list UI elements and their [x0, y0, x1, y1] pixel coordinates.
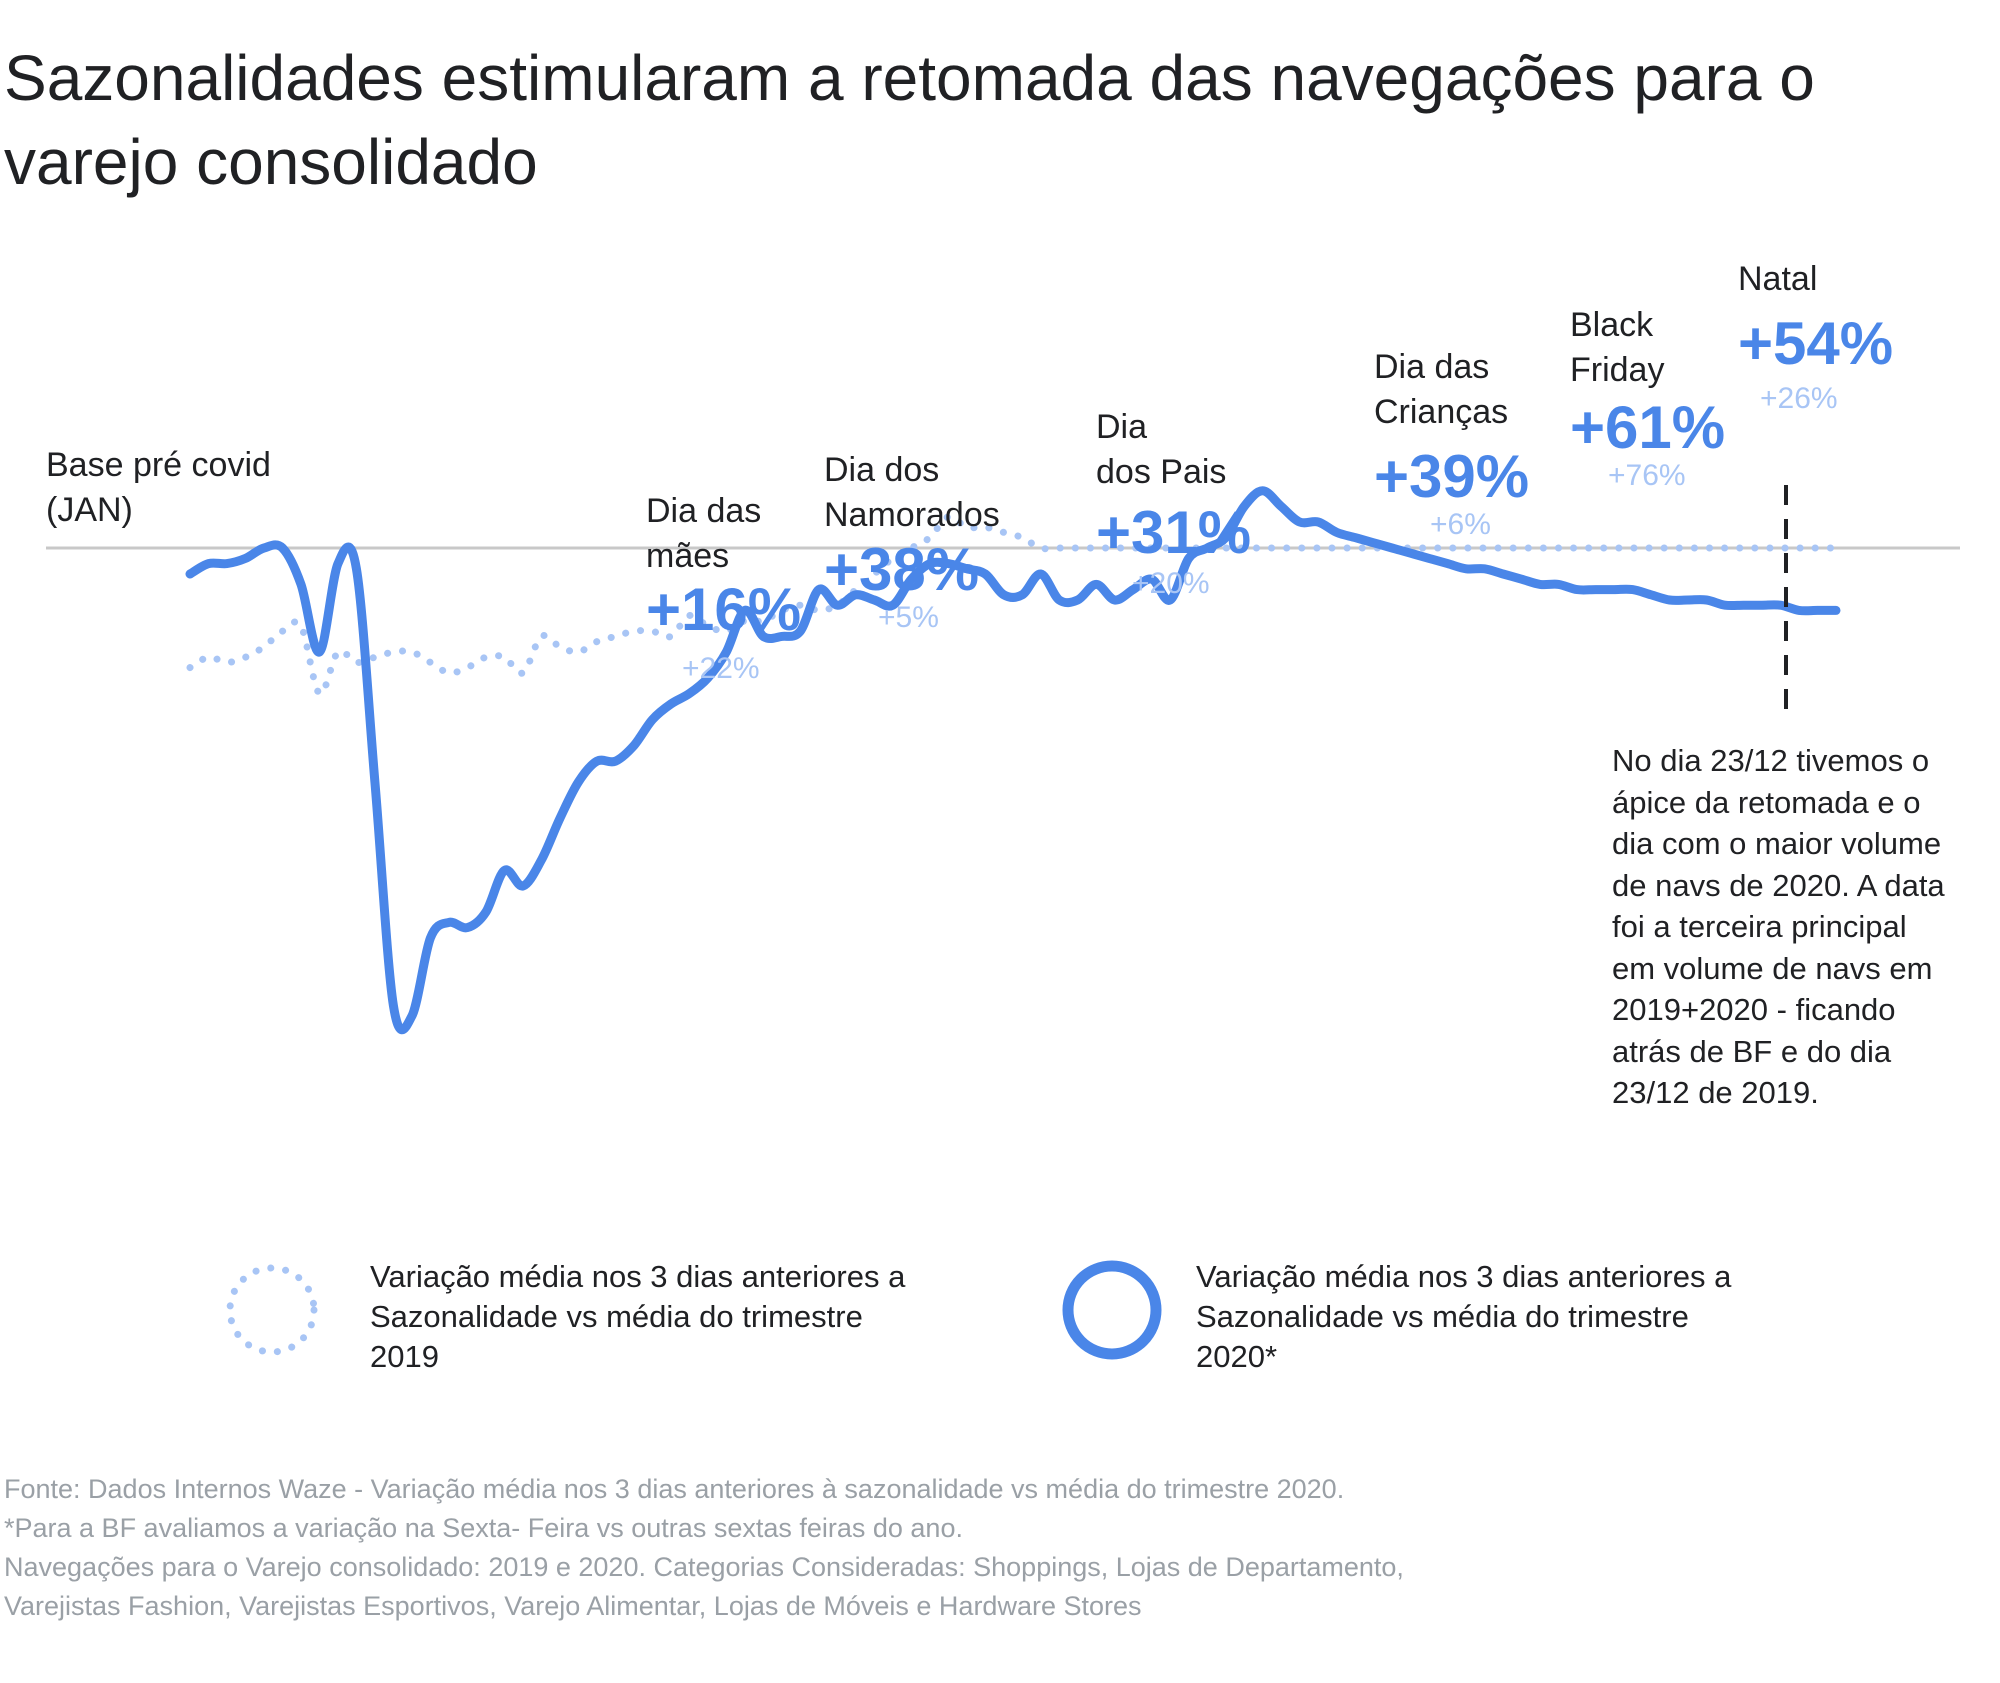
dia-das-criancas-label-2: Crianças	[1374, 393, 1508, 431]
legend-2020-symbol	[1062, 1260, 1162, 1360]
baseline-label-line-1: Base pré covid	[46, 446, 271, 484]
dia-das-criancas-label-1: Dia das	[1374, 348, 1489, 386]
source-line-2: *Para a BF avaliamos a variação na Sexta…	[4, 1513, 963, 1543]
source-line-1: Fonte: Dados Internos Waze - Variação mé…	[4, 1474, 1345, 1504]
natal-value-2020: +54%	[1738, 310, 1893, 377]
dia-das-maes-label-2: mães	[646, 537, 729, 575]
dia-das-maes-label-1: Dia das	[646, 492, 761, 530]
source-line-4: Varejistas Fashion, Varejistas Esportivo…	[4, 1591, 1142, 1621]
legend-2019-symbol	[226, 1264, 318, 1356]
series-2020-line	[185, 486, 1841, 1035]
dia-das-maes-value-2020: +16%	[646, 576, 801, 643]
legend-2019-label: Variação média nos 3 dias anteriores a S…	[370, 1259, 906, 1374]
dia-dos-namorados-value-2019: +5%	[878, 601, 939, 634]
dia-dos-pais-value-2019: +20%	[1132, 567, 1210, 600]
natal-annotation-note: No dia 23/12 tivemos o ápice da retomada…	[1612, 743, 1945, 1110]
legend-2020-label: Variação média nos 3 dias anteriores a S…	[1196, 1259, 1732, 1374]
dia-dos-pais-value-2020: +31%	[1096, 499, 1251, 566]
dia-dos-pais-label-1: Dia	[1096, 408, 1147, 446]
dia-das-criancas-value-2019: +6%	[1430, 508, 1491, 541]
baseline-label-line-2: (JAN)	[46, 491, 133, 529]
dia-dos-namorados-value-2020: +38%	[824, 536, 979, 603]
dia-das-criancas-value-2020: +39%	[1374, 443, 1529, 510]
source-notes: Fonte: Dados Internos Waze - Variação mé…	[4, 1470, 1984, 1626]
black-friday-label-1: Black	[1570, 306, 1654, 344]
chart-title: Sazonalidades estimularam a retomada das…	[4, 42, 1815, 198]
natal-value-2019: +26%	[1760, 382, 1838, 415]
series-2019-line	[186, 513, 1840, 698]
natal-label: Natal	[1738, 260, 1817, 298]
dia-dos-namorados-label-2: Namorados	[824, 496, 1000, 534]
black-friday-value-2019: +76%	[1608, 459, 1686, 492]
source-line-3: Navegações para o Varejo consolidado: 20…	[4, 1552, 1404, 1582]
dia-dos-pais-label-2: dos Pais	[1096, 453, 1226, 491]
black-friday-value-2020: +61%	[1570, 394, 1725, 461]
dia-dos-namorados-label-1: Dia dos	[824, 451, 939, 489]
black-friday-label-2: Friday	[1570, 351, 1664, 389]
dia-das-maes-value-2019: +22%	[682, 652, 760, 685]
